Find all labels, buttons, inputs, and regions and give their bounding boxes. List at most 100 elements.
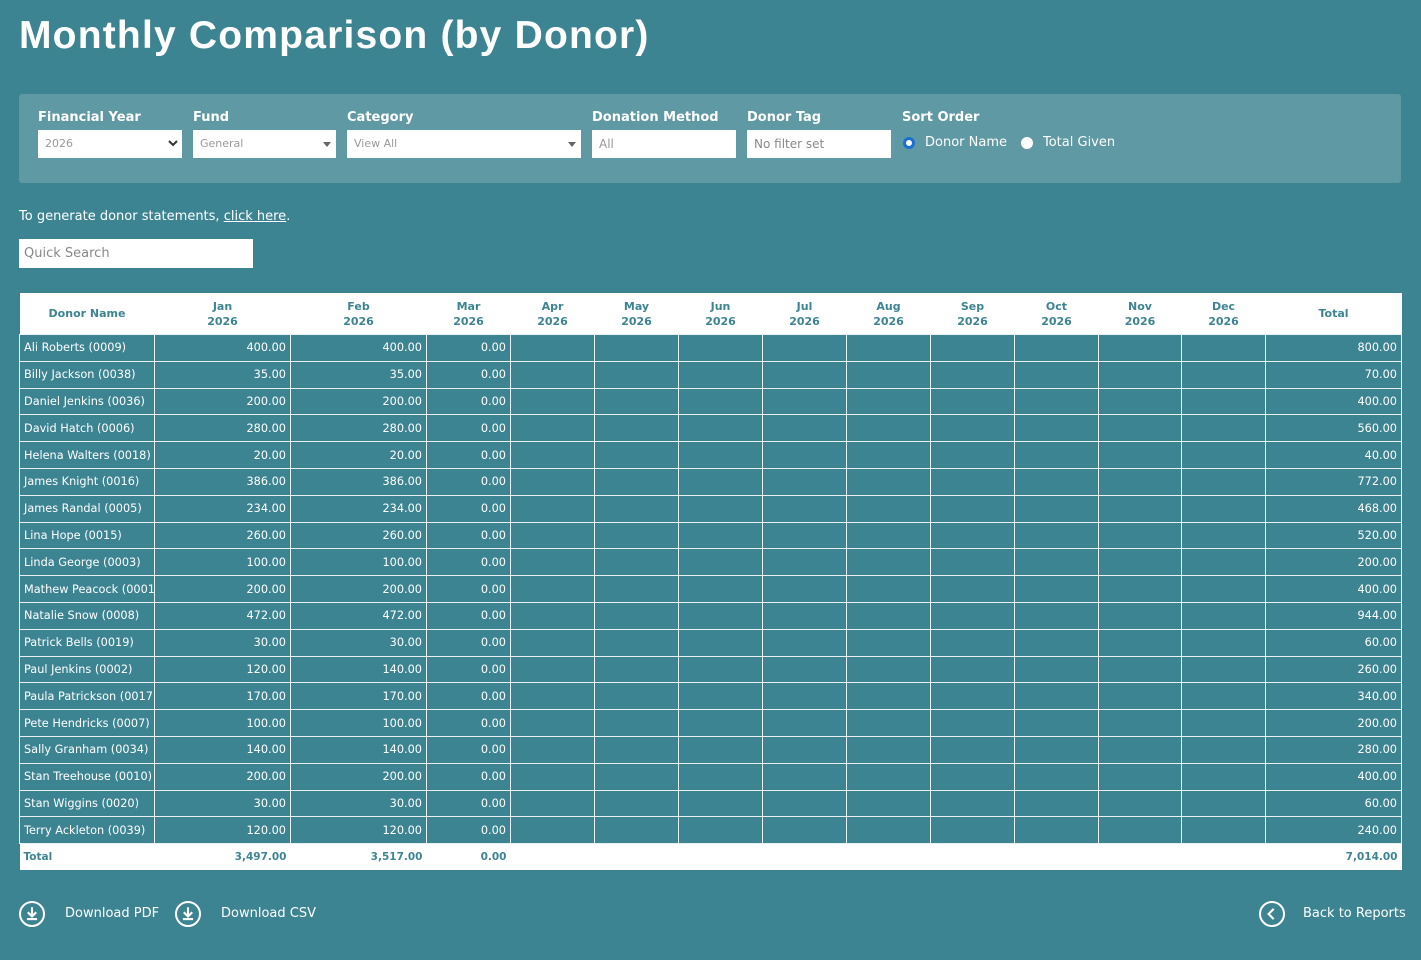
header-text: Feb xyxy=(347,299,370,313)
empty-cell xyxy=(678,682,763,711)
total-cell: 60.00 xyxy=(1265,789,1402,818)
month-cell: 200.00 xyxy=(290,387,427,416)
filter-label: Fund xyxy=(193,110,230,125)
month-cell: 234.00 xyxy=(290,494,427,523)
total-cell: 800.00 xyxy=(1265,334,1402,362)
download-icon xyxy=(19,900,45,927)
empty-cell xyxy=(678,441,763,469)
header-text: Jul xyxy=(796,299,813,313)
empty-cell xyxy=(1181,441,1266,469)
empty-cell xyxy=(846,414,931,443)
total-cell: 200.00 xyxy=(1265,709,1402,737)
month-cell: 20.00 xyxy=(290,441,427,469)
month-cell: 400.00 xyxy=(290,334,427,362)
total-cell: 240.00 xyxy=(1265,816,1402,845)
month-cell: 200.00 xyxy=(154,575,291,603)
method-input[interactable]: All xyxy=(592,130,736,158)
search-placeholder: Quick Search xyxy=(24,246,110,261)
tag-input[interactable]: No filter set xyxy=(747,130,891,158)
empty-cell xyxy=(1014,735,1099,764)
month-cell: 0.00 xyxy=(426,789,511,818)
empty-cell xyxy=(1181,843,1266,871)
empty-cell xyxy=(1181,655,1266,684)
empty-cell xyxy=(1098,360,1182,389)
empty-cell xyxy=(1181,414,1266,443)
empty-cell xyxy=(1098,735,1182,764)
total-cell: 280.00 xyxy=(1265,735,1402,764)
header-text: 2026 xyxy=(207,314,238,328)
month-cell: 260.00 xyxy=(290,521,427,550)
empty-cell xyxy=(510,548,595,577)
empty-cell xyxy=(930,816,1015,845)
month-cell: 0.00 xyxy=(426,628,511,657)
empty-cell xyxy=(762,548,847,577)
empty-cell xyxy=(1014,548,1099,577)
empty-cell xyxy=(930,789,1015,818)
empty-cell xyxy=(1181,521,1266,550)
month-cell: 280.00 xyxy=(154,414,291,443)
empty-cell xyxy=(1181,467,1266,496)
empty-cell xyxy=(510,655,595,684)
empty-cell xyxy=(846,334,931,362)
empty-cell xyxy=(1014,655,1099,684)
total-cell: 944.00 xyxy=(1265,601,1402,630)
header-text: Jun xyxy=(710,299,731,313)
empty-cell xyxy=(1098,387,1182,416)
radio[interactable] xyxy=(1021,137,1033,149)
empty-cell xyxy=(1098,575,1182,603)
empty-cell xyxy=(678,360,763,389)
empty-cell xyxy=(846,628,931,657)
radio-selected[interactable] xyxy=(903,137,915,149)
download-pdf[interactable]: Download PDF xyxy=(19,900,159,928)
empty-cell xyxy=(846,548,931,577)
month-cell: 120.00 xyxy=(154,816,291,845)
month-cell: 140.00 xyxy=(290,655,427,684)
empty-cell xyxy=(510,709,595,737)
empty-cell xyxy=(594,655,679,684)
empty-cell xyxy=(678,494,763,523)
empty-cell xyxy=(678,762,763,791)
header-text: Mar xyxy=(456,299,481,313)
empty-cell xyxy=(1098,334,1182,362)
fund-select[interactable]: General xyxy=(193,130,336,158)
caret xyxy=(323,142,331,147)
empty-cell xyxy=(594,789,679,818)
empty-cell xyxy=(762,816,847,845)
empty-cell xyxy=(594,816,679,845)
donor-cell: Natalie Snow (0008) xyxy=(19,601,155,630)
column-header: Jul 2026 xyxy=(762,293,847,335)
empty-cell xyxy=(1014,414,1099,443)
download-csv[interactable]: Download CSV xyxy=(175,900,316,928)
table-row: Natalie Snow (0008) 472.00 472.00 0.00 944.0… xyxy=(19,601,1402,630)
year-select[interactable]: 2026 xyxy=(38,130,182,158)
empty-cell xyxy=(762,494,847,523)
filter-label: Category xyxy=(347,110,414,125)
empty-cell xyxy=(510,843,595,871)
back-to-reports[interactable]: Back to Reports xyxy=(1259,900,1406,928)
month-cell: 0.00 xyxy=(426,682,511,711)
empty-cell xyxy=(762,789,847,818)
donor-cell: Patrick Bells (0019) xyxy=(19,628,155,657)
header-text: Nov xyxy=(1128,299,1152,313)
empty-cell xyxy=(1098,494,1182,523)
category-select[interactable]: View All xyxy=(347,130,581,158)
empty-cell xyxy=(846,655,931,684)
month-cell: 0.00 xyxy=(426,334,511,362)
empty-cell xyxy=(762,441,847,469)
empty-cell xyxy=(846,575,931,603)
empty-cell xyxy=(510,628,595,657)
empty-cell xyxy=(1181,816,1266,845)
empty-cell xyxy=(1098,521,1182,550)
empty-cell xyxy=(930,601,1015,630)
donor-cell: Paula Patrickson (0017) xyxy=(19,682,155,711)
quick-search[interactable]: Quick Search xyxy=(19,239,253,268)
empty-cell xyxy=(594,414,679,443)
header-row: Donor Name Jan 2026 Feb 2026 Mar 2026 Apr 2026 Ma… xyxy=(19,293,1402,335)
month-cell: 200.00 xyxy=(154,762,291,791)
statements-link[interactable]: click here xyxy=(223,209,287,224)
empty-cell xyxy=(762,575,847,603)
month-cell: 472.00 xyxy=(154,601,291,630)
empty-cell xyxy=(1098,414,1182,443)
empty-cell xyxy=(1181,735,1266,764)
